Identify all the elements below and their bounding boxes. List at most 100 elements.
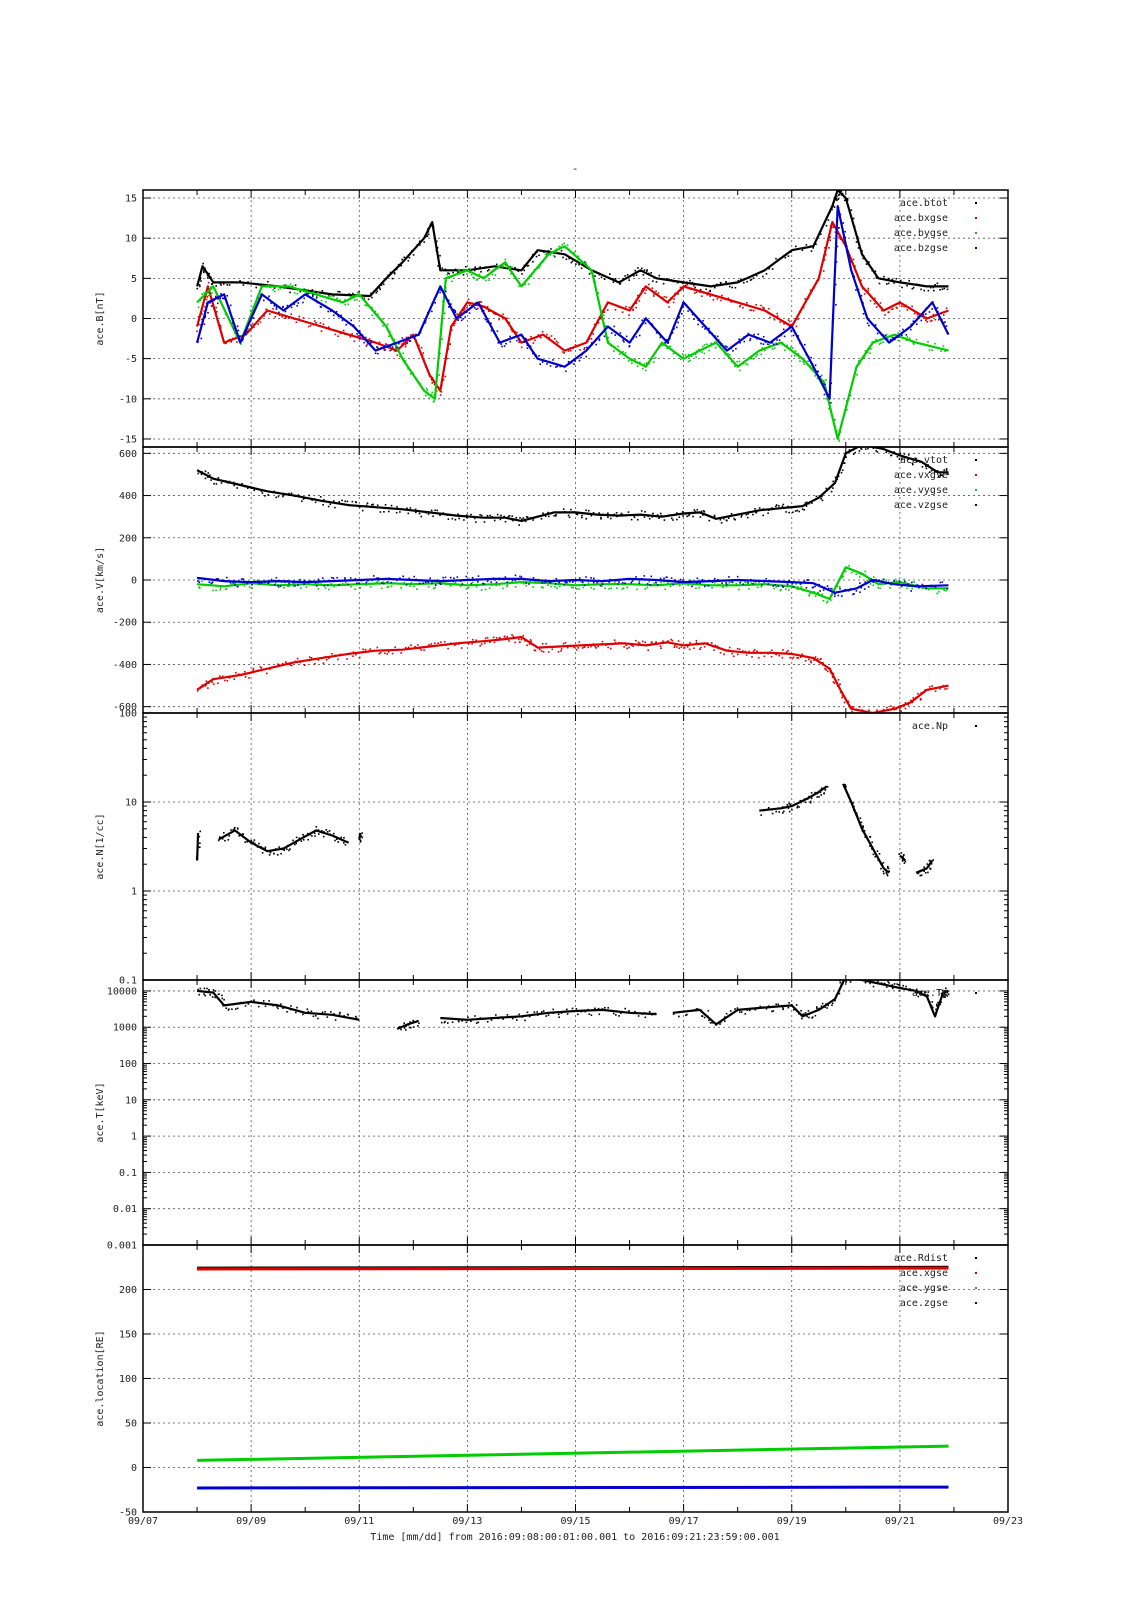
data-point (927, 341, 929, 343)
data-point (916, 992, 918, 994)
data-point (513, 336, 516, 339)
data-point (904, 707, 907, 710)
data-point (702, 643, 705, 645)
data-point (210, 305, 213, 307)
data-point (830, 486, 832, 488)
data-point (907, 454, 910, 456)
data-point (864, 981, 867, 984)
data-point (547, 584, 549, 586)
data-point (911, 989, 914, 991)
data-point (607, 340, 610, 343)
data-point (874, 855, 876, 858)
data-point (197, 845, 199, 848)
data-point (862, 287, 864, 290)
data-point (789, 656, 791, 659)
data-point (468, 268, 470, 270)
data-point (679, 578, 682, 581)
data-point (288, 585, 290, 587)
data-point (765, 578, 767, 580)
data-point (871, 322, 873, 325)
data-point (340, 836, 343, 839)
data-point (824, 1006, 826, 1008)
data-point (700, 646, 702, 649)
data-point (688, 648, 691, 651)
data-point (706, 343, 708, 346)
data-point (747, 513, 749, 515)
data-point (731, 286, 733, 289)
data-point (437, 642, 439, 644)
data-point (526, 516, 528, 518)
data-point (753, 649, 756, 651)
data-point (610, 587, 612, 590)
data-point (554, 586, 556, 588)
data-point (638, 582, 641, 584)
data-point (599, 584, 602, 587)
data-point (873, 341, 876, 344)
data-point (942, 684, 945, 687)
data-point (607, 646, 609, 649)
data-point (570, 361, 573, 364)
data-point (787, 1006, 790, 1009)
legend-label: ace.vxgse (894, 470, 948, 481)
data-point (344, 577, 346, 579)
data-point (222, 297, 224, 300)
data-point (383, 511, 385, 513)
data-point (303, 579, 306, 582)
data-point (663, 343, 665, 346)
data-point (212, 677, 214, 680)
data-point (747, 332, 750, 335)
data-point (672, 352, 675, 355)
data-point (694, 286, 696, 289)
data-point (501, 345, 503, 348)
data-point (590, 1014, 593, 1016)
data-point (559, 365, 561, 368)
data-point (643, 363, 646, 365)
data-point (454, 322, 456, 325)
data-point (614, 582, 616, 584)
data-point (210, 583, 212, 585)
data-point (874, 270, 877, 273)
data-point (709, 1022, 712, 1024)
data-point (442, 301, 444, 303)
data-point (795, 581, 797, 584)
data-point (526, 516, 529, 519)
data-point (306, 1008, 309, 1010)
data-point (365, 581, 368, 584)
data-point (236, 1007, 239, 1010)
data-point (230, 341, 233, 343)
data-point (383, 349, 386, 351)
data-point (359, 834, 362, 837)
data-point (869, 300, 872, 302)
data-point (562, 508, 565, 510)
data-point (434, 586, 436, 589)
data-point (819, 658, 821, 661)
data-point (318, 833, 320, 835)
data-point (474, 1015, 476, 1017)
data-point (605, 579, 608, 582)
data-point (509, 266, 512, 269)
data-point (762, 306, 764, 309)
data-point (781, 505, 784, 508)
data-point (758, 656, 760, 659)
data-point (823, 379, 825, 382)
data-point (632, 645, 634, 647)
data-point (767, 808, 769, 811)
data-point (833, 682, 836, 684)
data-point (529, 345, 531, 347)
data-point (618, 353, 621, 355)
data-point (891, 985, 893, 988)
data-point (829, 236, 831, 238)
data-point (810, 660, 812, 662)
data-point (219, 282, 222, 285)
data-point (529, 639, 532, 641)
data-point (572, 586, 574, 589)
data-point (305, 321, 308, 323)
data-point (327, 295, 330, 298)
data-point (866, 444, 868, 446)
data-point (699, 648, 701, 650)
data-point (669, 585, 672, 588)
data-point (594, 281, 596, 283)
data-point (461, 309, 463, 311)
data-point (580, 1010, 582, 1013)
data-point (927, 995, 929, 997)
